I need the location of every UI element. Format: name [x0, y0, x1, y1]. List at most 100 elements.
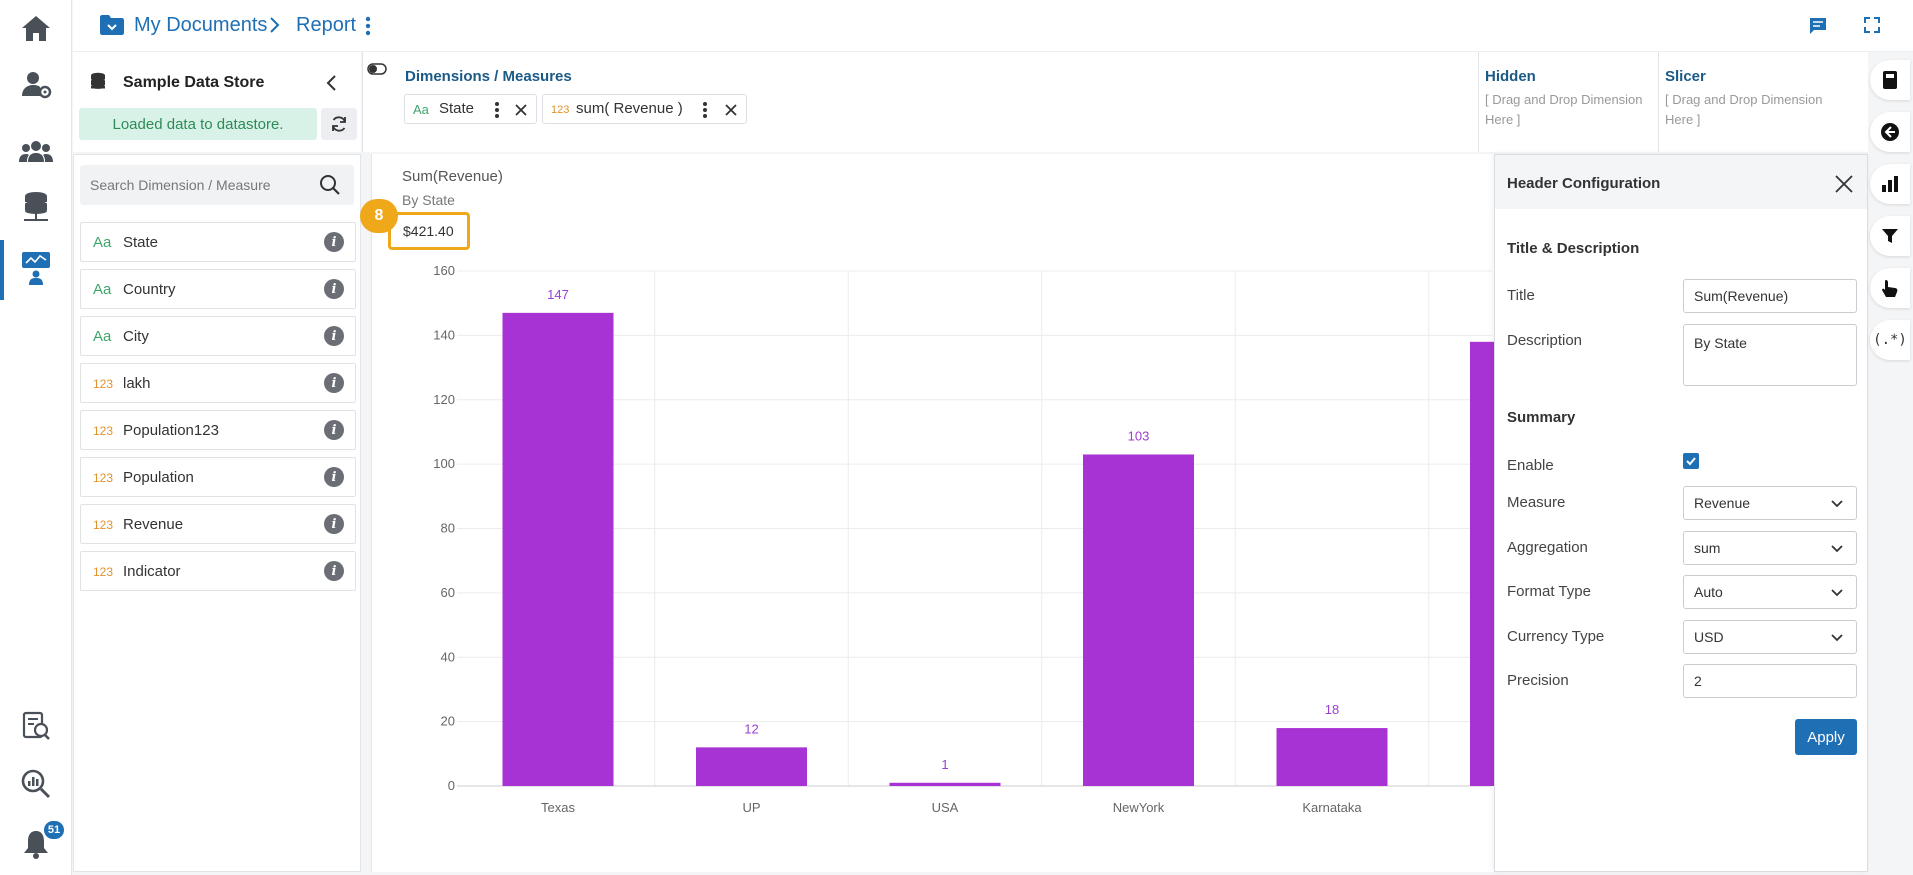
bar-data-label: 18: [1325, 702, 1339, 717]
report-search-icon[interactable]: [16, 706, 56, 746]
hidden-hint: [ Drag and Drop Dimension Here ]: [1485, 92, 1643, 127]
bar-texas: [502, 312, 614, 786]
search-icon[interactable]: [318, 173, 342, 202]
left-nav-rail: 51: [0, 0, 72, 875]
toggle-switch-icon[interactable]: [367, 62, 389, 81]
field-type-label: 123: [93, 377, 114, 391]
info-icon[interactable]: i: [324, 279, 344, 299]
y-tick-label: 80: [441, 521, 455, 536]
y-tick-label: 120: [433, 392, 455, 407]
fullscreen-icon[interactable]: [1863, 16, 1881, 39]
search-insights-icon[interactable]: [16, 764, 56, 804]
chip-label: sum( Revenue ): [576, 100, 683, 117]
top-bar: My Documents Report: [73, 0, 1913, 52]
bar-chart-icon[interactable]: [1870, 164, 1910, 204]
header-configuration-panel: Header Configuration Title & Description…: [1494, 154, 1868, 872]
info-icon[interactable]: i: [324, 467, 344, 487]
regex-label: (.*): [1873, 332, 1907, 348]
right-tool-rail: (.*): [1870, 52, 1913, 872]
info-icon[interactable]: i: [324, 514, 344, 534]
y-tick-label: 40: [441, 649, 455, 664]
database-icon[interactable]: [16, 188, 56, 228]
field-search-input[interactable]: [90, 165, 310, 205]
field-type-label: Aa: [93, 328, 112, 345]
refresh-datastore-button[interactable]: [321, 108, 357, 140]
x-category-label: Texas: [541, 800, 575, 815]
dashboard-designer-icon[interactable]: [16, 248, 56, 288]
description-textarea[interactable]: By State: [1683, 324, 1857, 386]
chip-label: State: [439, 100, 475, 117]
notification-count-badge: 51: [44, 821, 64, 839]
enable-checkbox[interactable]: [1683, 453, 1699, 469]
measure-select[interactable]: Revenue: [1683, 486, 1857, 520]
datastore-icon: [89, 72, 107, 97]
field-item-population[interactable]: 123 Population i: [80, 457, 356, 497]
notifications-bell-icon[interactable]: [16, 824, 56, 864]
precision-input[interactable]: [1683, 664, 1857, 698]
format-type-select[interactable]: Auto: [1683, 575, 1857, 609]
chart-canvas: Sum(Revenue) By State $421.40 8 0 20 40 60 8…: [360, 154, 1496, 872]
datastore-name: Sample Data Store: [123, 74, 265, 91]
comment-icon[interactable]: [1808, 16, 1828, 41]
y-tick-label: 100: [433, 456, 455, 471]
aggregation-label: Aggregation: [1507, 539, 1588, 556]
aggregation-select[interactable]: sum: [1683, 531, 1857, 565]
title-input[interactable]: [1683, 279, 1857, 313]
chevron-down-icon: [1830, 542, 1844, 560]
x-category-label: NewYork: [1113, 800, 1165, 815]
back-arrow-icon[interactable]: [1870, 112, 1910, 152]
calculator-icon[interactable]: [1870, 60, 1910, 100]
info-icon[interactable]: i: [324, 232, 344, 252]
bar-data-label: 147: [547, 287, 569, 302]
report-options-kebab-icon[interactable]: [365, 16, 371, 41]
collapse-panel-chevron-icon[interactable]: [325, 74, 339, 97]
users-group-icon[interactable]: [16, 132, 56, 172]
format-type-value: Auto: [1694, 584, 1723, 600]
field-item-state[interactable]: Aa State i: [80, 222, 356, 262]
aggregation-value: sum: [1694, 540, 1721, 556]
active-nav-indicator: [0, 240, 4, 300]
refresh-icon: [332, 116, 346, 132]
remove-chip-close-icon[interactable]: [513, 102, 529, 123]
info-icon[interactable]: i: [324, 326, 344, 346]
measure-value: Revenue: [1694, 495, 1751, 511]
home-icon[interactable]: [16, 8, 56, 48]
chevron-down-icon: [1830, 497, 1844, 515]
info-icon[interactable]: i: [324, 561, 344, 581]
fields-panel: Aa State i Aa Country i Aa City i 123 lakh i 123 Popu…: [73, 154, 361, 872]
apply-button[interactable]: Apply: [1795, 719, 1857, 755]
field-item-lakh[interactable]: 123 lakh i: [80, 363, 356, 403]
remove-chip-close-icon[interactable]: [723, 102, 739, 123]
filter-icon[interactable]: [1870, 216, 1910, 256]
chip-options-kebab-icon[interactable]: [494, 101, 500, 124]
info-icon[interactable]: i: [324, 373, 344, 393]
chip-sum-revenue[interactable]: 123 sum( Revenue ): [542, 94, 747, 124]
slicer-drop-zone[interactable]: Slicer [ Drag and Drop Dimension Here ]: [1658, 52, 1868, 152]
description-label: Description: [1507, 332, 1583, 349]
user-settings-icon[interactable]: [16, 64, 56, 104]
field-search-box: [80, 165, 354, 205]
pointer-hand-icon[interactable]: [1870, 268, 1910, 308]
breadcrumb-report[interactable]: Report: [296, 14, 357, 36]
field-item-revenue[interactable]: 123 Revenue i: [80, 504, 356, 544]
checkmark-icon: [1686, 457, 1696, 466]
breadcrumb-my-documents[interactable]: My Documents: [134, 14, 268, 36]
field-type-label: Aa: [93, 281, 112, 298]
close-icon[interactable]: [1833, 173, 1855, 200]
field-item-population123[interactable]: 123 Population123 i: [80, 410, 356, 450]
field-item-city[interactable]: Aa City i: [80, 316, 356, 356]
currency-type-select[interactable]: USD: [1683, 620, 1857, 654]
y-tick-label: 140: [433, 327, 455, 342]
field-type-label: 123: [93, 565, 114, 579]
field-item-indicator[interactable]: 123 Indicator i: [80, 551, 356, 591]
field-item-country[interactable]: Aa Country i: [80, 269, 356, 309]
summary-value-box[interactable]: $421.40: [388, 212, 470, 250]
dimensions-measures-panel: Dimensions / Measures Aa State 123 sum( …: [362, 52, 1478, 152]
title-description-section: Title & Description: [1507, 240, 1640, 257]
hidden-drop-zone[interactable]: Hidden [ Drag and Drop Dimension Here ]: [1478, 52, 1658, 152]
chip-state[interactable]: Aa State: [404, 94, 537, 124]
chip-options-kebab-icon[interactable]: [702, 101, 708, 124]
regex-expression-icon[interactable]: (.*): [1870, 320, 1910, 360]
info-icon[interactable]: i: [324, 420, 344, 440]
field-name: lakh: [123, 375, 151, 392]
